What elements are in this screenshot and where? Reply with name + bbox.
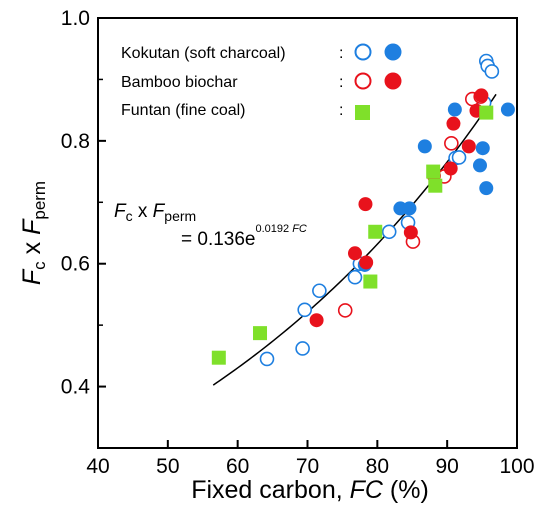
legend-separator-funtan: : — [339, 102, 343, 119]
data-point-filled — [447, 102, 462, 117]
data-point-funtan — [426, 164, 441, 179]
equation-line-1: Fc x Fperm — [114, 201, 196, 224]
data-point-filled — [479, 181, 494, 196]
data-point-filled — [443, 161, 458, 176]
data-point-open — [444, 136, 459, 151]
axis-ticks — [97, 17, 518, 449]
y-tick-label: 0.6 — [61, 253, 90, 276]
legend-separator-bamboo: : — [339, 74, 343, 91]
data-point-open — [347, 269, 363, 285]
data-point-filled — [461, 139, 476, 154]
x-tick-label: 50 — [156, 455, 179, 478]
y-tick-label: 0.8 — [61, 130, 90, 153]
data-point-filled — [417, 139, 432, 154]
data-point-funtan — [253, 326, 268, 341]
data-point-filled — [347, 246, 362, 261]
data-point-filled — [358, 197, 373, 212]
data-point-open — [259, 351, 275, 367]
data-point-filled — [446, 116, 461, 131]
x-tick-label: 100 — [499, 455, 534, 478]
legend-marker-bamboo-filled — [384, 72, 402, 90]
data-point-funtan — [363, 274, 378, 289]
data-point-filled — [475, 141, 490, 156]
data-point-funtan — [428, 178, 443, 193]
legend-label-bamboo: Bamboo biochar — [121, 74, 238, 91]
y-axis-title: Fc x Fperm — [18, 181, 49, 285]
data-point-filled — [402, 201, 417, 216]
data-point-filled — [500, 102, 515, 117]
legend-marker-kokutan-filled — [384, 43, 402, 61]
data-point-open — [337, 303, 353, 318]
legend: Kokutan (soft charcoal) : Bamboo biochar… — [121, 43, 402, 120]
x-tick-label: 90 — [435, 455, 458, 478]
legend-separator-kokutan: : — [339, 45, 343, 62]
data-point-filled — [309, 313, 324, 328]
data-point-open — [451, 150, 467, 165]
tick-labels: 40 50 60 70 80 90 100 0.4 0.6 0.8 1.0 — [61, 7, 535, 478]
equation-line-2: = 0.136e0.0192 FC — [181, 223, 307, 250]
data-point-funtan — [368, 224, 383, 239]
x-axis-title: Fixed carbon, FC (%) — [191, 476, 429, 504]
data-point-filled — [474, 88, 489, 103]
y-tick-label: 1.0 — [61, 7, 90, 30]
data-point-filled — [403, 225, 418, 240]
data-point-filled — [359, 255, 374, 270]
legend-marker-kokutan-open — [354, 43, 372, 61]
data-point-open — [312, 283, 327, 299]
x-tick-label: 60 — [226, 455, 249, 478]
legend-marker-funtan — [355, 105, 370, 120]
y-tick-label: 0.4 — [61, 376, 91, 399]
legend-label-funtan: Funtan (fine coal) — [121, 102, 246, 119]
legend-marker-bamboo-open — [354, 72, 372, 90]
x-tick-label: 80 — [366, 455, 389, 478]
legend-label-kokutan: Kokutan (soft charcoal) — [121, 45, 286, 62]
data-point-funtan — [479, 105, 494, 120]
data-point-open — [295, 341, 310, 356]
data-point-open — [381, 224, 397, 240]
x-tick-label: 70 — [296, 455, 319, 478]
data-point-filled — [472, 158, 487, 173]
data-point-open — [297, 302, 313, 318]
fit-equation: Fc x Fperm = 0.136e0.0192 FC — [114, 201, 307, 250]
data-point-funtan — [211, 350, 226, 365]
x-tick-label: 40 — [86, 455, 109, 478]
data-points — [211, 53, 515, 367]
data-point-open — [484, 64, 500, 79]
